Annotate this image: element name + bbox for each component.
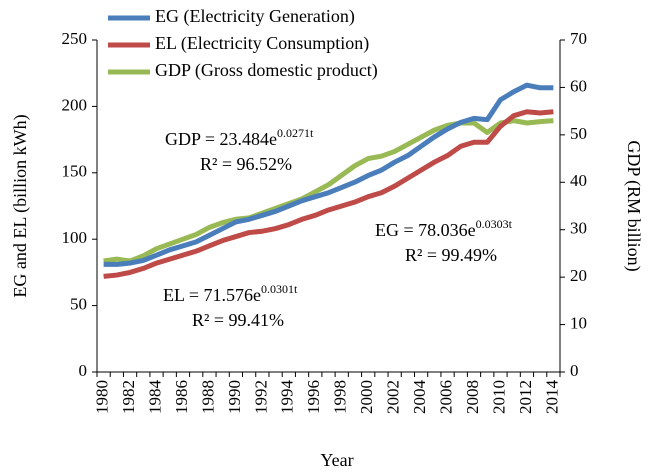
y-axis-label: EG and EL (billion kWh): [10, 114, 31, 297]
legend-label: EL (Electricity Consumption): [155, 33, 369, 54]
annotation-equation: EL = 71.576e0.0301t: [163, 282, 298, 305]
y-tick-label: 150: [62, 162, 88, 181]
annotation-r2: R² = 99.49%: [405, 245, 497, 265]
x-tick-label: 1980: [93, 380, 112, 414]
equation-exponent: 0.0271t: [277, 126, 314, 140]
annotation-r2: R² = 99.41%: [192, 310, 284, 330]
y2-tick-label: 40: [570, 171, 587, 190]
x-tick-label: 2006: [436, 380, 455, 414]
equation-exponent: 0.0301t: [261, 282, 298, 296]
y-tick-label: 200: [62, 95, 88, 114]
y2-axis-label: GDP (RM billion): [623, 140, 644, 271]
y2-tick-label: 70: [570, 29, 587, 48]
y2-tick-label: 60: [570, 76, 587, 95]
x-tick-label: 1994: [278, 380, 297, 415]
x-tick-label: 1986: [172, 380, 191, 414]
y2-tick-label: 50: [570, 124, 587, 143]
y2-tick-label: 0: [570, 361, 579, 380]
y2-tick-label: 30: [570, 219, 587, 238]
x-tick-label: 2014: [542, 380, 561, 415]
x-tick-label: 2004: [410, 380, 429, 415]
x-tick-label: 1998: [331, 380, 350, 414]
y-tick-label: 50: [70, 295, 87, 314]
y2-tick-label: 10: [570, 313, 587, 332]
x-tick-label: 1992: [251, 380, 270, 414]
x-tick-label: 2010: [489, 380, 508, 414]
x-tick-label: 2012: [516, 380, 535, 414]
x-tick-label: 2000: [357, 380, 376, 414]
x-tick-label: 1982: [119, 380, 138, 414]
x-tick-label: 2002: [384, 380, 403, 414]
equation-text: EG = 78.036e: [375, 220, 476, 240]
series-line: [103, 82, 554, 267]
series-line: [103, 118, 554, 264]
x-tick-label: 1990: [225, 380, 244, 414]
y-tick-label: 250: [62, 29, 88, 48]
y-tick-label: 0: [79, 361, 88, 380]
x-tick-label: 1988: [198, 380, 217, 414]
y2-tick-label: 20: [570, 266, 587, 285]
x-tick-label: 1996: [304, 380, 323, 414]
annotation-equation: EG = 78.036e0.0303t: [375, 217, 513, 240]
y-tick-label: 100: [62, 228, 88, 247]
annotation-equation: GDP = 23.484e0.0271t: [165, 126, 314, 149]
x-tick-label: 2008: [463, 380, 482, 414]
annotation-r2: R² = 96.52%: [200, 154, 292, 174]
equation-text: GDP = 23.484e: [165, 129, 277, 149]
equation-exponent: 0.0303t: [476, 217, 513, 231]
x-tick-label: 1984: [145, 380, 164, 415]
equation-text: EL = 71.576e: [163, 285, 261, 305]
x-axis-label: Year: [320, 450, 353, 470]
series-line: [103, 109, 554, 279]
legend-label: EG (Electricity Generation): [155, 6, 355, 27]
legend-label: GDP (Gross domestic product): [155, 60, 378, 81]
